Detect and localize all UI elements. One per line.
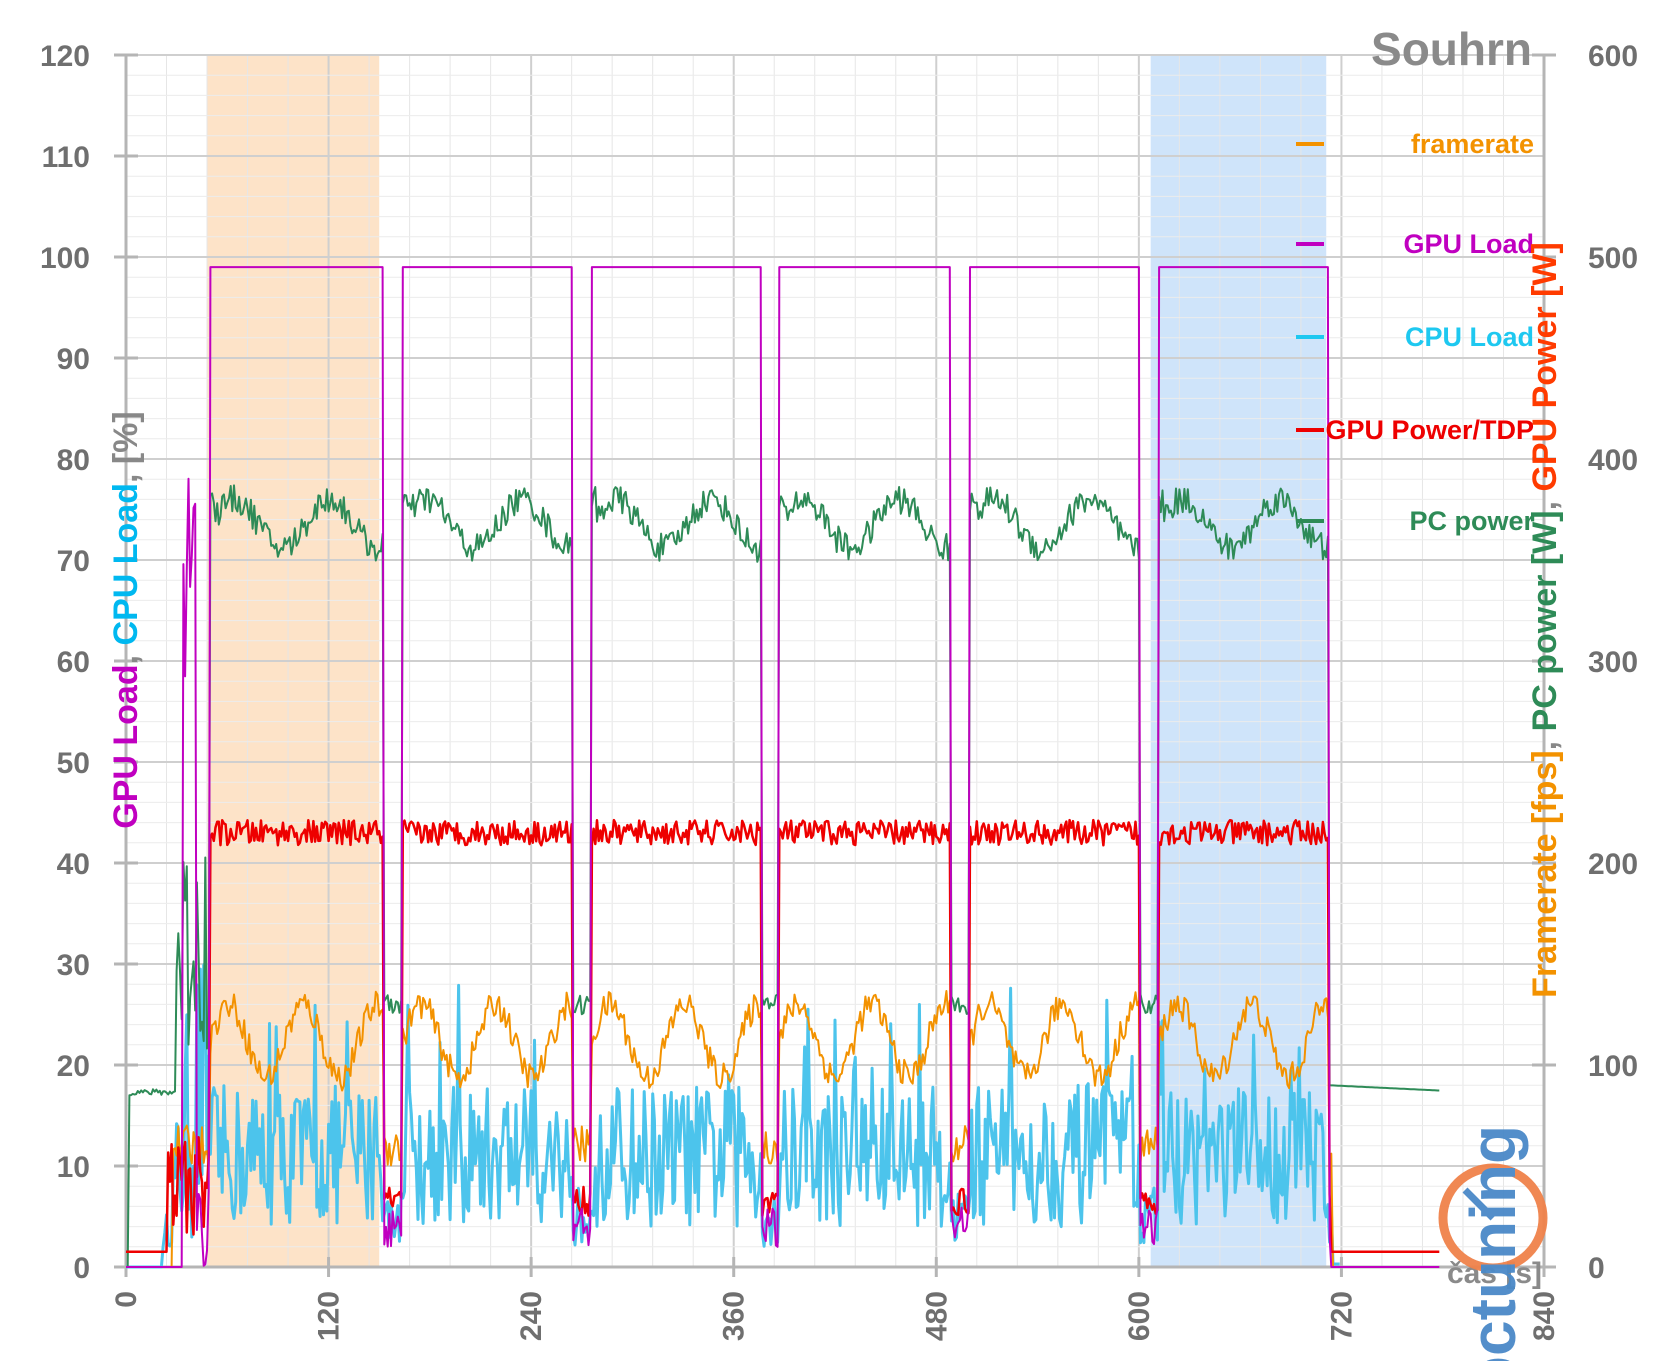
y-right-tick-label: 200 <box>1588 848 1638 881</box>
legend-entry: PC power <box>1296 506 1534 536</box>
y-left-tick-label: 10 <box>57 1151 90 1184</box>
y-left-tick-label: 60 <box>57 646 90 679</box>
framerate-series <box>126 990 1340 1268</box>
y-right-tick-label: 100 <box>1588 1050 1638 1083</box>
y-right-tick-label: 400 <box>1588 444 1638 477</box>
legend: framerate GPU Load CPU Load GPU Power/TDP PC… <box>1296 129 1534 536</box>
y-left-tick-label: 70 <box>57 545 90 578</box>
gpu-power-series <box>126 818 1440 1254</box>
y-left-tick-label: 40 <box>57 848 90 881</box>
x-tick-label: 360 <box>718 1291 751 1341</box>
axis-label-part: PC power [W] <box>1526 510 1564 731</box>
y-left-tick-label: 110 <box>42 141 90 174</box>
axis-label-part: GPU Load <box>107 664 145 828</box>
x-tick-label: 600 <box>1123 1291 1156 1341</box>
y-left-tick-label: 0 <box>73 1252 90 1285</box>
legend-entry: GPU Power/TDP <box>1296 415 1534 445</box>
y-right-tick-label: 600 <box>1588 40 1638 73</box>
pc-power-series <box>126 484 1440 1268</box>
gpu-load-series <box>126 266 1440 1268</box>
axis-label-part: CPU Load <box>107 483 145 645</box>
y-left-tick-label: 100 <box>40 242 90 275</box>
cpu-load-series <box>126 961 1340 1269</box>
y-left-tick-label: 20 <box>57 1050 90 1083</box>
x-tick-label: 480 <box>920 1291 953 1341</box>
y-axis-right-label: Framerate [fps], PC power [W], GPU Power… <box>1526 242 1564 998</box>
x-tick-label: 720 <box>1325 1291 1358 1341</box>
legend-label: PC power <box>1409 506 1534 536</box>
axis-label-part: , [%] <box>107 411 145 483</box>
legend-label: GPU Power/TDP <box>1325 415 1534 445</box>
axis-label-part: GPU Power [W] <box>1526 242 1564 491</box>
y-left-tick-label: 50 <box>57 747 90 780</box>
tick-labels: 0 10 20 30 40 50 60 70 80 90 100 110 120 0 100 200 300 40… <box>40 40 1638 1341</box>
x-tick-label: 840 <box>1528 1291 1561 1341</box>
y-axis-left-label: GPU Load, CPU Load, [%] <box>107 411 145 828</box>
y-right-tick-label: 500 <box>1588 242 1638 275</box>
logo-gauge-ring <box>1438 1163 1548 1273</box>
y-left-tick-label: 30 <box>57 949 90 982</box>
x-tick-label: 0 <box>110 1291 143 1308</box>
axis-label-part: Framerate [fps] <box>1526 750 1564 998</box>
legend-label: CPU Load <box>1405 322 1534 352</box>
legend-entry: framerate <box>1296 129 1534 159</box>
axis-label-part: , <box>1526 731 1564 750</box>
axis-label-part: , <box>107 645 145 664</box>
y-left-tick-label: 90 <box>57 343 90 376</box>
series-group <box>126 266 1440 1269</box>
logo-text: pctuning <box>1457 1125 1529 1361</box>
pctuning-logo: pctuning <box>1438 1125 1548 1361</box>
legend-entry: CPU Load <box>1296 322 1534 352</box>
x-tick-label: 120 <box>313 1291 346 1341</box>
y-right-tick-label: 0 <box>1588 1252 1605 1285</box>
y-left-tick-label: 80 <box>57 444 90 477</box>
axis-label-part: , <box>1526 492 1564 511</box>
legend-entry: GPU Load <box>1296 229 1534 259</box>
logo-gauge-needle <box>1462 1187 1496 1221</box>
legend-label: GPU Load <box>1403 229 1534 259</box>
y-left-tick-label: 120 <box>40 40 90 73</box>
legend-label: framerate <box>1411 129 1534 159</box>
y-right-tick-label: 300 <box>1588 646 1638 679</box>
chart-title: Souhrn <box>1371 23 1532 75</box>
axes <box>114 53 1556 1277</box>
x-tick-label: 240 <box>515 1291 548 1341</box>
